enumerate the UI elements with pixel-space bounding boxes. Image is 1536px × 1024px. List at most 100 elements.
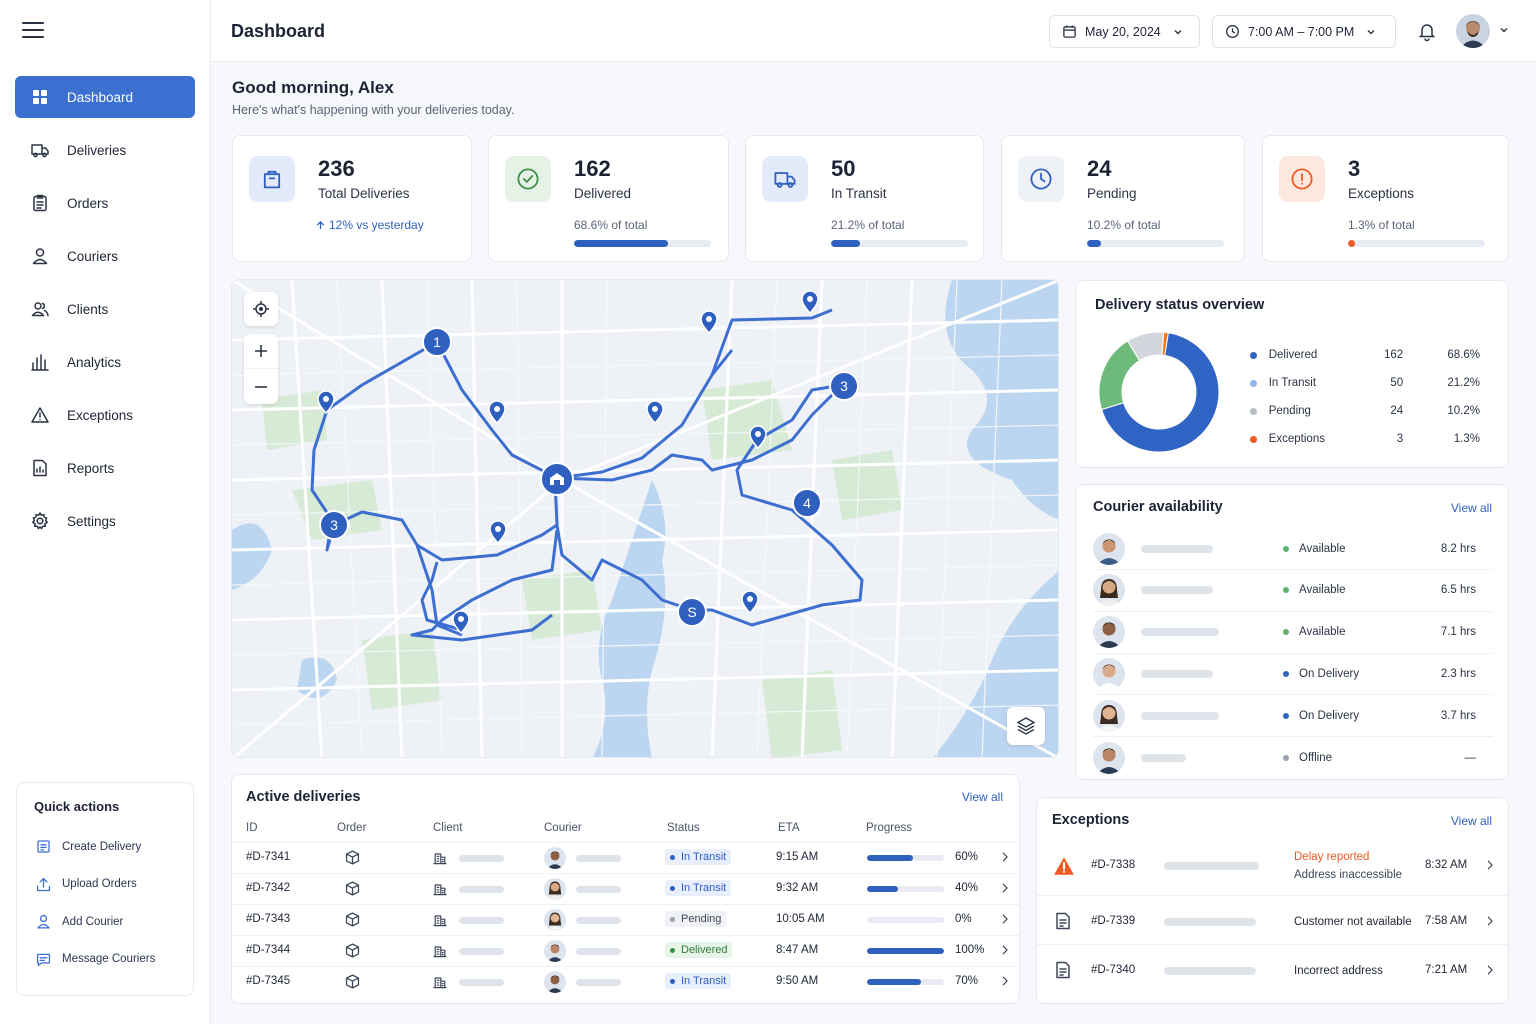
column-header-client[interactable]: Client [433, 822, 463, 834]
exceptions-title: Exceptions [1052, 812, 1130, 828]
sidebar-item-exceptions[interactable]: Exceptions [15, 394, 195, 436]
alert-icon [1279, 156, 1325, 202]
chevron-right-icon[interactable] [1483, 914, 1497, 931]
location-pin-icon[interactable] [700, 310, 718, 335]
delivery-eta: 9:50 AM [776, 975, 819, 987]
exceptions-view-all-link[interactable]: View all [1450, 814, 1492, 828]
quick-action-create-delivery[interactable]: Create Delivery [34, 828, 193, 866]
sidebar-item-couriers[interactable]: Couriers [15, 235, 195, 277]
location-pin-icon[interactable] [452, 610, 470, 635]
sidebar-item-label: Exceptions [67, 407, 134, 423]
route-map[interactable]: 1 3 3 4 S [231, 279, 1059, 758]
sidebar-item-orders[interactable]: Orders [15, 182, 195, 224]
chevron-right-icon[interactable] [998, 850, 1012, 867]
status-legend-row: Exceptions 3 1.3% [1250, 430, 1480, 448]
chevron-right-icon[interactable] [1483, 963, 1497, 980]
warehouse-icon[interactable] [540, 462, 574, 496]
sidebar-item-settings[interactable]: Settings [15, 500, 195, 542]
quick-action-add-courier[interactable]: Add Courier [34, 903, 193, 941]
active-deliveries-card: Active deliveries View all ID Order Client… [231, 774, 1020, 1004]
table-row[interactable]: #D-7344 Delivered 8:47 AM 100% [232, 935, 1019, 966]
table-row[interactable]: #D-7343 Pending 10:05 AM 0% [232, 904, 1019, 935]
delivery-progress-fill [867, 979, 921, 985]
quick-action-upload-orders[interactable]: Upload Orders [34, 866, 193, 904]
table-row[interactable]: #D-7345 In Transit 9:50 AM 70% [232, 966, 1019, 997]
stat-card-exceptions[interactable]: 3 Exceptions 1.3% of total [1262, 135, 1509, 262]
courier-row[interactable]: On Delivery 2.3 hrs [1093, 653, 1493, 696]
donut-slice-delivered[interactable] [1100, 332, 1220, 453]
exception-row[interactable]: #D-7338 Delay reported Address inaccessi… [1037, 838, 1508, 895]
column-header-courier[interactable]: Courier [544, 822, 582, 834]
table-row[interactable]: #D-7341 In Transit 9:15 AM 60% [232, 842, 1019, 873]
sidebar-item-analytics[interactable]: Analytics [15, 341, 195, 383]
route-stop-marker[interactable]: 3 [319, 510, 349, 540]
exception-reason: Customer not available [1294, 916, 1412, 928]
column-header-progress[interactable]: Progress [866, 822, 913, 834]
date-picker[interactable]: May 20, 2024 [1049, 15, 1200, 48]
sidebar-item-clients[interactable]: Clients [15, 288, 195, 330]
location-pin-icon[interactable] [489, 520, 507, 545]
route-stop-marker[interactable]: S [677, 597, 707, 627]
zoom-out-button[interactable] [244, 369, 278, 404]
user-avatar[interactable] [1456, 14, 1490, 48]
map-layers-button[interactable] [1007, 707, 1045, 745]
exception-row[interactable]: #D-7340 Incorrect address 7:21 AM [1037, 944, 1508, 992]
stat-card-delivered[interactable]: 162 Delivered 68.6% of total [488, 135, 729, 262]
route-stop-label: 3 [330, 517, 338, 533]
chevron-down-icon [1367, 29, 1375, 34]
chevron-right-icon[interactable] [998, 912, 1012, 929]
sidebar-item-deliveries[interactable]: Deliveries [15, 129, 195, 171]
donut-slice-pending[interactable] [1126, 331, 1165, 362]
courier-status-label: Available [1299, 584, 1346, 597]
zoom-in-button[interactable] [244, 334, 278, 369]
location-pin-icon[interactable] [488, 400, 506, 425]
couriers-view-all-link[interactable]: View all [1450, 501, 1492, 515]
route-stop-marker[interactable]: 4 [792, 488, 822, 518]
column-header-id[interactable]: ID [246, 822, 258, 834]
column-header-order[interactable]: Order [337, 822, 367, 834]
column-header-status[interactable]: Status [667, 822, 700, 834]
stat-card-in-transit[interactable]: 50 In Transit 21.2% of total [745, 135, 984, 262]
column-header-eta[interactable]: ETA [778, 822, 800, 834]
table-row[interactable]: #D-7342 In Transit 9:32 AM 40% [232, 873, 1019, 904]
exception-row[interactable]: #D-7339 Customer not available 7:58 AM [1037, 895, 1508, 944]
courier-row[interactable]: Available 7.1 hrs [1093, 612, 1493, 654]
bell-icon[interactable] [1417, 21, 1437, 42]
courier-row[interactable]: Available 6.5 hrs [1093, 570, 1493, 612]
chevron-right-icon[interactable] [998, 881, 1012, 898]
location-pin-icon[interactable] [801, 290, 819, 315]
deliveries-view-all-link[interactable]: View all [961, 790, 1003, 804]
quick-action-message-couriers[interactable]: Message Couriers [34, 941, 193, 979]
stat-progress-bar [1087, 240, 1224, 247]
courier-row[interactable]: On Delivery 3.7 hrs [1093, 695, 1493, 738]
location-pin-icon[interactable] [741, 590, 759, 615]
location-pin-icon[interactable] [749, 425, 767, 450]
delivery-progress-fill [867, 855, 914, 861]
chevron-right-icon[interactable] [998, 943, 1012, 960]
location-pin-icon[interactable] [646, 400, 664, 425]
building-icon [432, 974, 448, 993]
sidebar-item-dashboard[interactable]: Dashboard [15, 76, 195, 118]
status-overview-title: Delivery status overview [1095, 297, 1265, 313]
sidebar-item-reports[interactable]: Reports [15, 447, 195, 489]
menu-icon[interactable] [22, 22, 44, 40]
locate-me-button[interactable] [244, 292, 278, 326]
chevron-right-icon[interactable] [1483, 858, 1497, 875]
status-badge-label: In Transit [681, 851, 727, 863]
delivery-id: #D-7341 [246, 851, 291, 863]
stat-card-pending[interactable]: 24 Pending 10.2% of total [1001, 135, 1245, 262]
chevron-right-icon[interactable] [998, 974, 1012, 991]
location-pin-icon[interactable] [317, 390, 335, 415]
time-range-picker[interactable]: 7:00 AM – 7:00 PM [1212, 15, 1396, 48]
delivery-progress-bar [867, 855, 944, 861]
route-stop-marker[interactable]: 1 [422, 327, 452, 357]
route-stop-marker[interactable]: 3 [829, 371, 859, 401]
map-canvas[interactable]: 1 3 3 4 S [232, 280, 1059, 758]
route-stop-label: 1 [433, 334, 441, 350]
legend-dot [1250, 407, 1257, 415]
courier-row[interactable]: Available 8.2 hrs [1093, 528, 1493, 570]
courier-row[interactable]: Offline — [1093, 737, 1493, 779]
courier-avatar [544, 847, 566, 869]
stat-card-total-deliveries[interactable]: 236 Total Deliveries 12% vs yesterday [232, 135, 472, 262]
chevron-down-icon[interactable] [1499, 25, 1509, 35]
